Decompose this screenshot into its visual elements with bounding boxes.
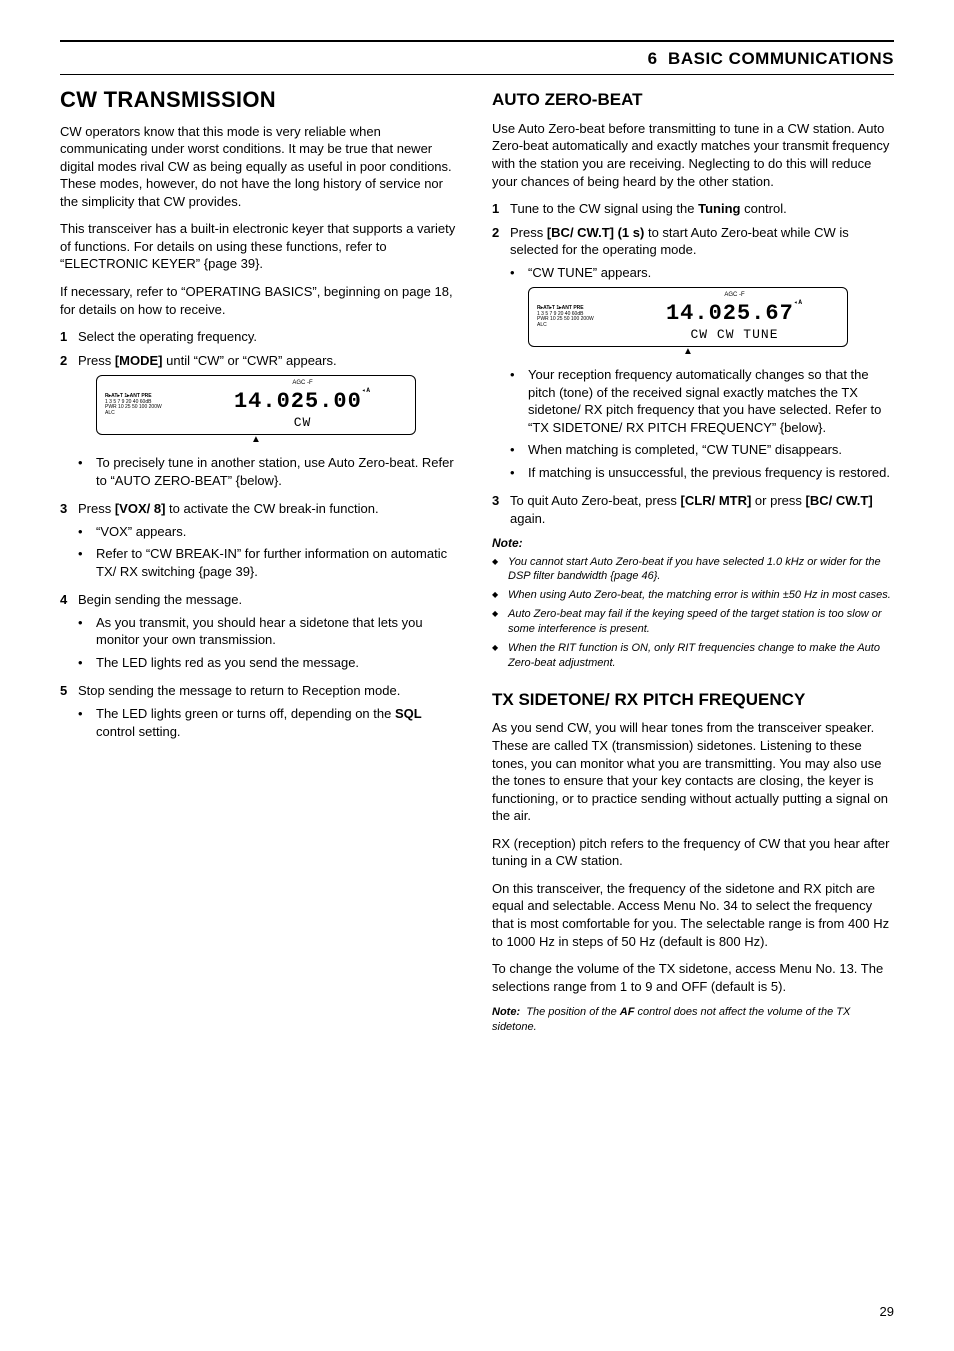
- azb-note-3: Auto Zero-beat may fail if the keying sp…: [492, 607, 894, 637]
- azb-step-2: 2 Press [BC/ CW.T] (1 s) to start Auto Z…: [492, 224, 894, 487]
- intro-para-1: CW operators know that this mode is very…: [60, 123, 462, 211]
- sidetone-p4: To change the volume of the TX sidetone,…: [492, 960, 894, 995]
- left-steps: 1 Select the operating frequency. 2 Pres…: [60, 328, 462, 745]
- page-number: 29: [880, 1303, 894, 1321]
- azb-step-2-b3: When matching is completed, “CW TUNE” di…: [510, 441, 894, 459]
- azb-note-1: You cannot start Auto Zero-beat if you h…: [492, 555, 894, 585]
- lcd-display-2: R▸AT▸T 1▸ANT PRE 1 3 5 7 9 20 40 60dB PW…: [528, 287, 848, 358]
- step-2-bullet: To precisely tune in another station, us…: [78, 454, 462, 489]
- azb-step-2-b4: If matching is unsuccessful, the previou…: [510, 464, 894, 482]
- step-1: 1 Select the operating frequency.: [60, 328, 462, 346]
- intro-para-3: If necessary, refer to “OPERATING BASICS…: [60, 283, 462, 318]
- step-4-bullet-1: As you transmit, you should hear a sidet…: [78, 614, 462, 649]
- lcd-display-1: R▸AT▸T 1▸ANT PRE 1 3 5 7 9 20 40 60dB PW…: [96, 375, 416, 446]
- right-column: AUTO ZERO-BEAT Use Auto Zero-beat before…: [492, 85, 894, 1035]
- sidetone-p3: On this transceiver, the frequency of th…: [492, 880, 894, 950]
- intro-para-2: This transceiver has a built-in electron…: [60, 220, 462, 273]
- top-rule: [60, 40, 894, 42]
- azb-note-label: Note:: [492, 535, 894, 551]
- subsection-tx-sidetone: TX SIDETONE/ RX PITCH FREQUENCY: [492, 689, 894, 712]
- azb-steps: 1 Tune to the CW signal using the Tuning…: [492, 200, 894, 527]
- step-3-bullet-2: Refer to “CW BREAK-IN” for further infor…: [78, 545, 462, 580]
- azb-step-2-b1: “CW TUNE” appears.: [510, 264, 894, 282]
- chapter-title: 6 BASIC COMMUNICATIONS: [60, 48, 894, 74]
- sidetone-note: Note: The position of the AF control doe…: [492, 1005, 894, 1035]
- step-3-bullet-1: “VOX” appears.: [78, 523, 462, 541]
- step-5-bullet: The LED lights green or turns off, depen…: [78, 705, 462, 740]
- left-column: CW TRANSMISSION CW operators know that t…: [60, 85, 462, 1035]
- azb-note-4: When the RIT function is ON, only RIT fr…: [492, 641, 894, 671]
- step-5: 5 Stop sending the message to return to …: [60, 682, 462, 745]
- step-3: 3 Press [VOX/ 8] to activate the CW brea…: [60, 500, 462, 585]
- subsection-auto-zero-beat: AUTO ZERO-BEAT: [492, 89, 894, 112]
- azb-note-2: When using Auto Zero-beat, the matching …: [492, 588, 894, 603]
- azb-intro: Use Auto Zero-beat before transmitting t…: [492, 120, 894, 190]
- second-rule: [60, 74, 894, 75]
- azb-step-2-b2: Your reception frequency automatically c…: [510, 366, 894, 436]
- azb-notes: You cannot start Auto Zero-beat if you h…: [492, 555, 894, 671]
- step-4-bullet-2: The LED lights red as you send the messa…: [78, 654, 462, 672]
- sidetone-p2: RX (reception) pitch refers to the frequ…: [492, 835, 894, 870]
- step-2: 2 Press [MODE] until “CW” or “CWR” appea…: [60, 352, 462, 494]
- azb-step-1: 1 Tune to the CW signal using the Tuning…: [492, 200, 894, 218]
- section-title-cw-transmission: CW TRANSMISSION: [60, 85, 462, 115]
- sidetone-p1: As you send CW, you will hear tones from…: [492, 719, 894, 824]
- azb-step-3: 3 To quit Auto Zero-beat, press [CLR/ MT…: [492, 492, 894, 527]
- step-4: 4 Begin sending the message. As you tran…: [60, 591, 462, 676]
